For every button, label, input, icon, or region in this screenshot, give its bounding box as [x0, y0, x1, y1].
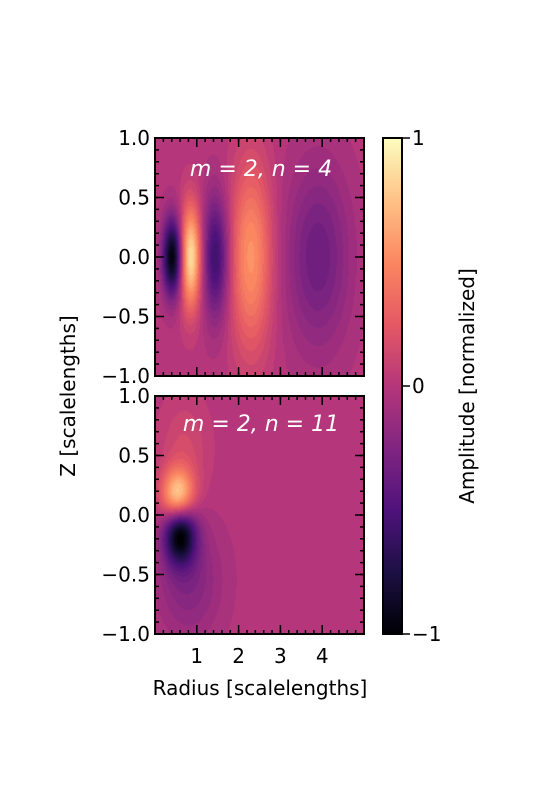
y-tick-label-bottom: 0.0	[118, 503, 150, 527]
panel-m2-n11: 1.0 0.5 0.0 −0.5 −1.0 1 2 3 4 m = 2, n = 11	[101, 384, 365, 668]
heatmap-m2-n11	[155, 396, 364, 634]
y-tick-label-top: 0.5	[118, 186, 150, 210]
panel-m2-n4: 1.0 0.5 0.0 −0.5 −1.0 m = 2, n = 4	[101, 126, 365, 388]
colorbar-frame	[382, 137, 403, 635]
x-tick-label-bottom: 1	[190, 644, 203, 668]
ticks-bottom-panel: 1.0 0.5 0.0 −0.5 −1.0 1 2 3 4	[101, 384, 365, 668]
colorbar-ticks: 1 0 −1	[402, 126, 441, 646]
colorbar-tick-label: −1	[412, 622, 441, 646]
colorbar-tick-label: 1	[412, 126, 425, 150]
frame-top	[154, 137, 365, 377]
y-tick-label-top: −1.0	[101, 364, 150, 388]
frame-bottom	[154, 395, 365, 635]
heatmap-m2-n4	[155, 138, 364, 376]
y-tick-label-top: 1.0	[118, 126, 150, 150]
x-tick-label-bottom: 2	[232, 644, 245, 668]
y-tick-label-top: 0.0	[118, 245, 150, 269]
y-tick-label-top: −0.5	[101, 305, 150, 329]
x-tick-label-bottom: 3	[274, 644, 287, 668]
panel-title-bottom: m = 2, n = 11	[183, 412, 339, 437]
y-axis-label: Z [scalelengths]	[56, 315, 80, 476]
colorbar-label: Amplitude [normalized]	[455, 268, 479, 504]
colorbar-tick-label: 0	[412, 374, 425, 398]
y-tick-label-bottom: −1.0	[101, 622, 150, 646]
colorbar-gradient	[383, 138, 402, 634]
y-tick-label-bottom: 0.5	[118, 444, 150, 468]
colorbar: 1 0 −1 Amplitude [normalized]	[382, 126, 479, 646]
x-axis-label: Radius [scalelengths]	[153, 676, 368, 700]
panel-title-top: m = 2, n = 4	[190, 157, 332, 182]
y-tick-label-bottom: −0.5	[101, 563, 150, 587]
x-tick-label-bottom: 4	[316, 644, 329, 668]
y-tick-label-bottom: 1.0	[118, 384, 150, 408]
